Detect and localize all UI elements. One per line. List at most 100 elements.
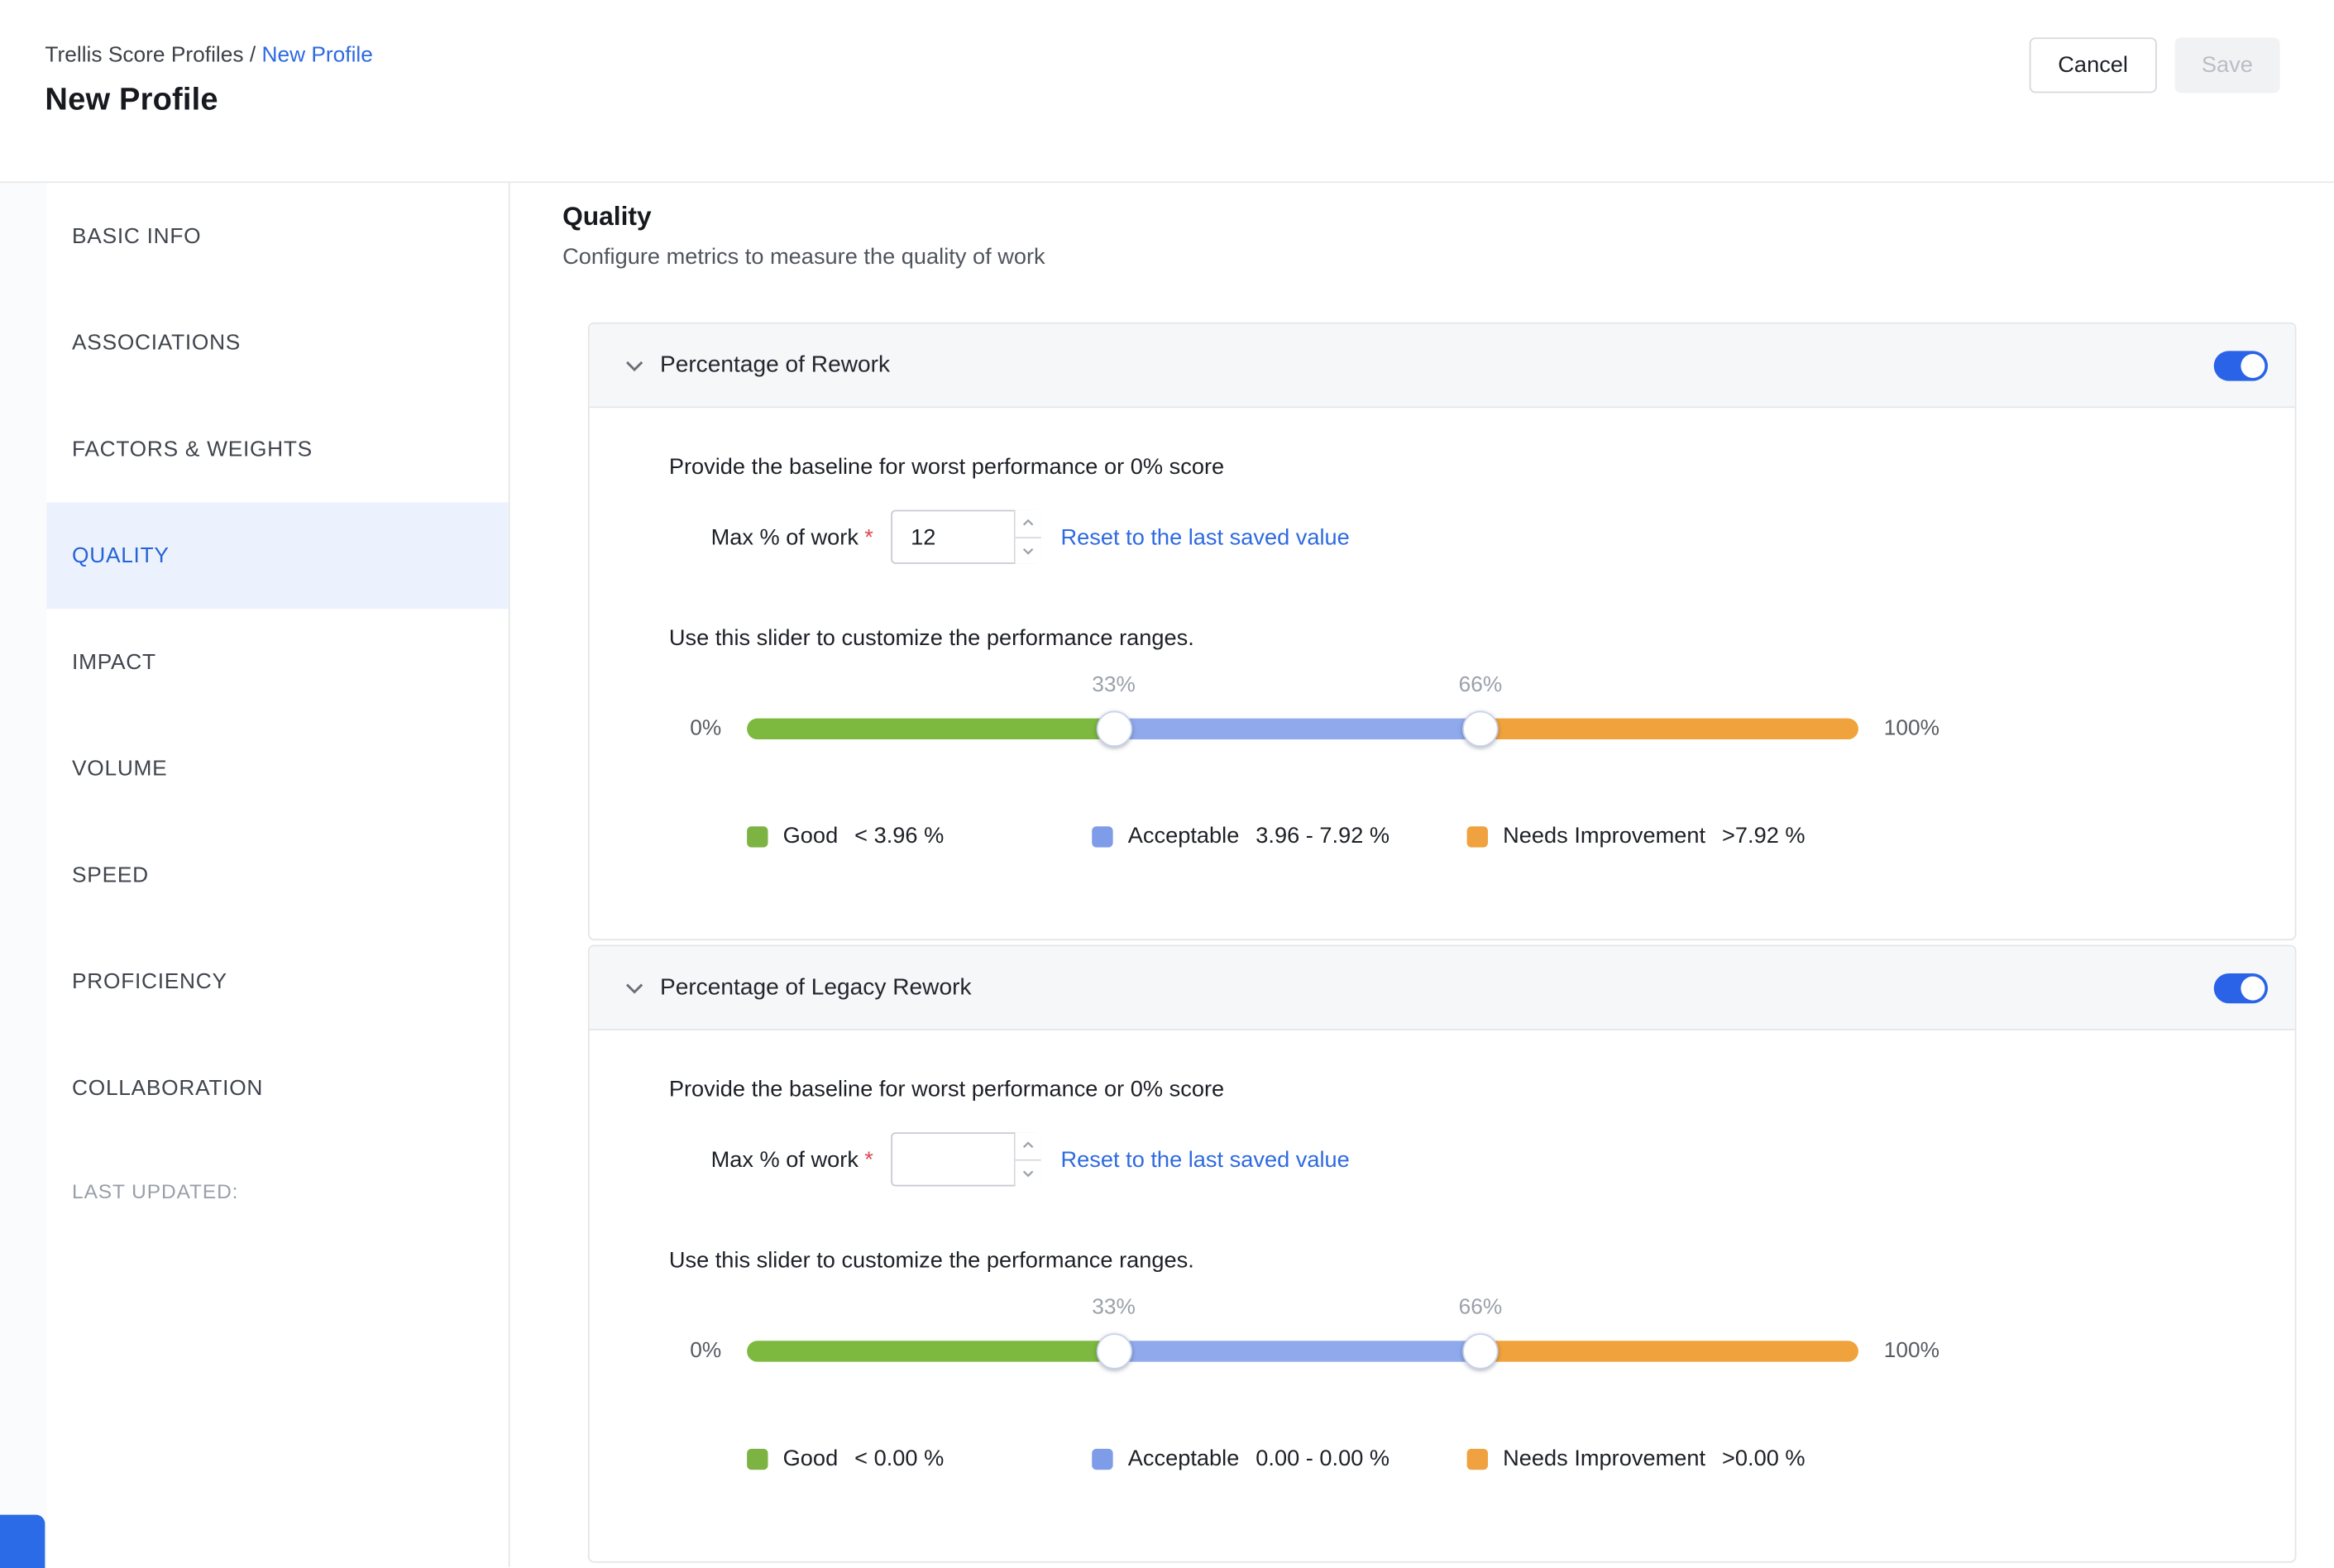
spinner-up-icon[interactable]	[1016, 509, 1041, 537]
page-title: New Profile	[45, 82, 218, 117]
legend-range: < 3.96 %	[854, 823, 945, 849]
slider-legend: Good < 0.00 % Acceptable 0.00 - 0.00 % N…	[747, 1446, 2214, 1471]
chevron-down-icon[interactable]	[625, 982, 643, 994]
handle1-label: 33%	[1092, 673, 1136, 698]
required-marker: *	[864, 1146, 873, 1173]
sidebar-item-proficiency[interactable]: PROFICIENCY	[72, 969, 227, 994]
legend-range: >0.00 %	[1722, 1446, 1806, 1472]
max-percent-input-wrap	[891, 509, 1041, 564]
breadcrumb-current[interactable]: New Profile	[261, 43, 373, 68]
slider-min-label: 0%	[690, 1339, 722, 1364]
legend-item-acceptable: Acceptable 3.96 - 7.92 %	[1092, 824, 1466, 849]
range-slider[interactable]	[747, 710, 1858, 748]
card-header[interactable]: Percentage of Rework	[589, 323, 2295, 409]
sidebar-item-factors-weights[interactable]: FACTORS & WEIGHTS	[72, 437, 313, 461]
breadcrumb: Trellis Score Profiles / New Profile	[45, 42, 373, 69]
legend-name: Needs Improvement	[1503, 1446, 1706, 1472]
legend-name: Acceptable	[1127, 1446, 1240, 1472]
legend-item-needs-improvement: Needs Improvement >7.92 %	[1466, 823, 1806, 849]
slider-handle-labels: 33% 66%	[747, 671, 1858, 700]
spinner-down-icon[interactable]	[1016, 1158, 1041, 1187]
baseline-instruction: Provide the baseline for worst performan…	[668, 1077, 1225, 1102]
header-left: Trellis Score Profiles / New Profile New…	[0, 0, 373, 118]
chevron-down-icon[interactable]	[625, 359, 643, 371]
max-percent-row: Max % of work * Reset to the last saved …	[669, 509, 2214, 564]
max-percent-label: Max % of work	[710, 1146, 859, 1173]
needs-improvement-color-swatch	[1466, 825, 1488, 847]
sidebar-item-quality[interactable]: QUALITY	[46, 502, 509, 610]
slider-segment-acceptable	[1113, 718, 1480, 740]
last-updated-label: LAST UPDATED:	[72, 1180, 239, 1203]
max-percent-label: Max % of work	[710, 523, 859, 550]
sidebar: BASIC INFO ASSOCIATIONS FACTORS & WEIGHT…	[0, 183, 510, 1568]
sidebar-gutter	[0, 183, 47, 1568]
sidebar-item-volume[interactable]: VOLUME	[72, 756, 168, 781]
spinner-down-icon[interactable]	[1016, 536, 1041, 564]
main-content: Quality Configure metrics to measure the…	[509, 183, 2334, 1568]
slider-row: 0% 100%	[669, 1333, 2214, 1370]
card-body: Provide the baseline for worst performan…	[590, 1030, 2295, 1561]
card-body: Provide the baseline for worst performan…	[590, 408, 2295, 939]
required-marker: *	[864, 523, 873, 550]
sidebar-item-basic-info[interactable]: BASIC INFO	[72, 224, 202, 249]
legend-name: Good	[782, 1446, 839, 1472]
slider-row: 0% 100%	[669, 710, 2214, 748]
range-slider[interactable]	[747, 1333, 1858, 1370]
slider-caption: Use this slider to customize the perform…	[668, 625, 1194, 652]
handle2-label: 66%	[1458, 673, 1503, 698]
slider-segment-good	[747, 1341, 1114, 1362]
reset-link[interactable]: Reset to the last saved value	[1060, 1146, 1350, 1173]
acceptable-color-swatch	[1092, 1447, 1113, 1470]
slider-max-label: 100%	[1883, 1339, 1940, 1364]
good-color-swatch	[747, 825, 768, 847]
chat-widget-partial[interactable]	[0, 1514, 45, 1568]
legend-range: < 0.00 %	[854, 1446, 945, 1472]
sidebar-item-speed[interactable]: SPEED	[72, 863, 149, 887]
slider-min-label: 0%	[690, 716, 722, 741]
slider-handle-2[interactable]	[1462, 710, 1499, 748]
slider-handle-1[interactable]	[1095, 710, 1132, 748]
legend-range: 0.00 - 0.00 %	[1255, 1446, 1390, 1472]
toggle-knob	[2241, 353, 2265, 378]
number-spinner	[1014, 1132, 1041, 1187]
legend-item-acceptable: Acceptable 0.00 - 0.00 %	[1092, 1446, 1466, 1471]
sidebar-item-impact[interactable]: IMPACT	[72, 650, 156, 675]
metric-card-percentage-of-legacy-rework: Percentage of Legacy Rework Provide the …	[587, 944, 2297, 1563]
legend-name: Acceptable	[1127, 823, 1240, 849]
good-color-swatch	[747, 1447, 768, 1470]
metric-enabled-toggle[interactable]	[2213, 973, 2269, 1003]
metric-card-percentage-of-rework: Percentage of Rework Provide the baselin…	[587, 322, 2297, 941]
handle2-label: 66%	[1458, 1295, 1503, 1320]
save-button[interactable]: Save	[2174, 37, 2280, 93]
slider-handle-1[interactable]	[1095, 1333, 1132, 1370]
slider-max-label: 100%	[1883, 716, 1940, 741]
sidebar-item-associations[interactable]: ASSOCIATIONS	[72, 330, 242, 355]
card-header[interactable]: Percentage of Legacy Rework	[589, 946, 2295, 1030]
sidebar-item-collaboration[interactable]: COLLABORATION	[72, 1076, 264, 1101]
cancel-button[interactable]: Cancel	[2029, 37, 2157, 93]
breadcrumb-root[interactable]: Trellis Score Profiles /	[45, 43, 262, 68]
slider-segment-needs-improvement	[1480, 1341, 1858, 1362]
legend-item-good: Good < 0.00 %	[747, 1446, 1092, 1471]
spinner-up-icon[interactable]	[1016, 1132, 1041, 1159]
toggle-knob	[2241, 975, 2265, 1000]
section-title: Quality	[562, 201, 652, 232]
metric-enabled-toggle[interactable]	[2213, 350, 2269, 380]
baseline-instruction: Provide the baseline for worst performan…	[668, 454, 1225, 480]
slider-caption: Use this slider to customize the perform…	[668, 1247, 1194, 1274]
card-title: Percentage of Rework	[659, 351, 891, 378]
legend-range: 3.96 - 7.92 %	[1255, 823, 1390, 849]
card-title: Percentage of Legacy Rework	[659, 973, 972, 1000]
reset-link[interactable]: Reset to the last saved value	[1060, 523, 1350, 550]
legend-name: Good	[782, 823, 839, 849]
legend-name: Needs Improvement	[1503, 823, 1706, 849]
needs-improvement-color-swatch	[1466, 1447, 1488, 1470]
slider-handle-labels: 33% 66%	[747, 1293, 1858, 1322]
page-header: Trellis Score Profiles / New Profile New…	[0, 0, 2334, 184]
header-actions: Cancel Save	[2029, 37, 2280, 93]
slider-handle-2[interactable]	[1462, 1333, 1499, 1370]
body-wrap: BASIC INFO ASSOCIATIONS FACTORS & WEIGHT…	[0, 183, 2334, 1568]
acceptable-color-swatch	[1092, 825, 1113, 847]
slider-segment-acceptable	[1113, 1341, 1480, 1362]
